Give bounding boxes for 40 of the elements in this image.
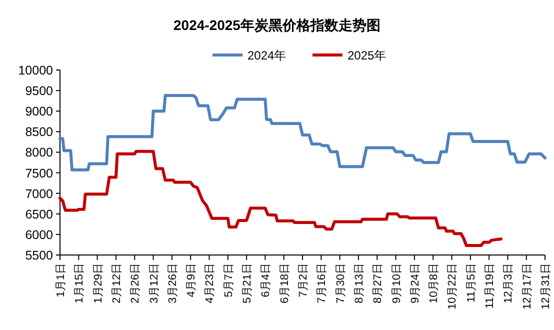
x-tick-label: 5月7日 bbox=[222, 263, 235, 298]
x-tick-label: 7月16日 bbox=[316, 263, 328, 304]
x-tick-label: 12月3日 bbox=[502, 263, 515, 304]
x-tick-label: 12月31日 bbox=[540, 263, 552, 310]
y-tick-label: 9000 bbox=[25, 104, 54, 119]
y-tick-label: 7000 bbox=[25, 186, 54, 201]
x-tick-label: 11月5日 bbox=[465, 263, 478, 303]
x-tick-label: 9月24日 bbox=[409, 263, 422, 304]
x-tick-label: 4月9日 bbox=[186, 263, 198, 298]
x-tick-label: 4月23日 bbox=[204, 263, 216, 304]
x-tick-label: 12月17日 bbox=[521, 263, 534, 310]
x-tick-label: 6月18日 bbox=[278, 263, 291, 304]
y-tick-label: 6500 bbox=[25, 207, 54, 222]
y-tick-label: 8000 bbox=[25, 146, 54, 160]
x-tick-label: 6月4日 bbox=[260, 263, 272, 298]
y-tick-label: 8500 bbox=[25, 125, 54, 140]
x-tick-label: 1月1日 bbox=[55, 263, 67, 298]
x-tick-label: 8月13日 bbox=[353, 263, 366, 304]
y-tick-label: 6000 bbox=[25, 228, 54, 242]
y-tick-label: 5500 bbox=[25, 248, 54, 262]
x-tick-label: 7月2日 bbox=[298, 263, 310, 298]
x-tick-label: 11月19日 bbox=[484, 263, 496, 309]
x-tick-label: 9月10日 bbox=[390, 263, 403, 304]
legend-label: 2024年 bbox=[248, 48, 286, 62]
y-tick-label: 10000 bbox=[18, 64, 54, 78]
x-tick-label: 1月15日 bbox=[74, 263, 86, 304]
x-tick-label: 3月12日 bbox=[148, 263, 160, 304]
x-tick-label: 10月8日 bbox=[428, 263, 440, 304]
x-tick-label: 8月27日 bbox=[372, 263, 384, 304]
x-tick-label: 2月12日 bbox=[110, 263, 123, 304]
x-tick-label: 7月30日 bbox=[334, 263, 347, 304]
x-tick-label: 2月26日 bbox=[130, 263, 142, 304]
x-tick-label: 5月21日 bbox=[242, 263, 254, 304]
x-tick-label: 10月22日 bbox=[446, 263, 459, 310]
y-tick-label: 7500 bbox=[25, 166, 54, 180]
x-tick-label: 3月26日 bbox=[166, 263, 179, 304]
y-tick-label: 9500 bbox=[25, 84, 54, 98]
legend-label: 2025年 bbox=[348, 48, 386, 62]
x-tick-label: 1月29日 bbox=[92, 263, 104, 304]
chart-title: 2024-2025年炭黑价格指数走势图 bbox=[174, 17, 380, 33]
